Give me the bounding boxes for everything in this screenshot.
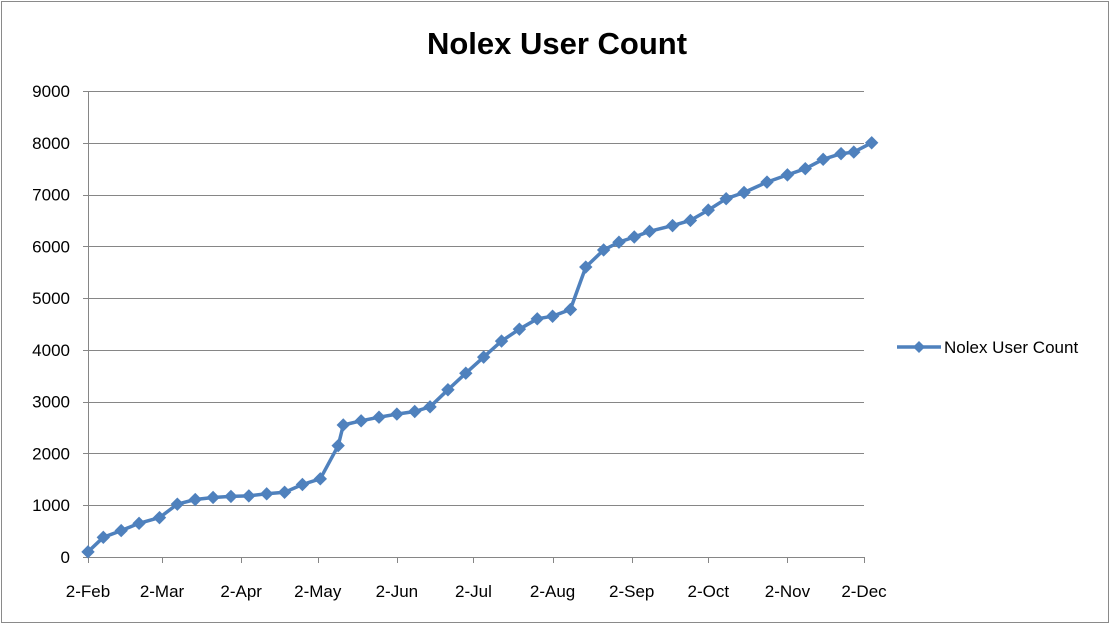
data-point-marker — [642, 224, 657, 239]
y-tick-label: 2000 — [32, 444, 70, 463]
data-point-marker — [81, 545, 95, 559]
x-tick-label: 2-Jun — [376, 582, 419, 601]
chart-title: Nolex User Count — [427, 26, 687, 61]
data-point-marker — [96, 530, 111, 545]
data-point-marker — [563, 302, 578, 317]
x-tick-label: 2-Mar — [140, 582, 185, 601]
data-point-marker — [354, 414, 368, 428]
data-point-marker — [295, 477, 310, 492]
legend: Nolex User Count — [897, 338, 1078, 357]
data-point-marker — [152, 510, 167, 525]
data-point-marker — [847, 145, 861, 159]
x-tick-label: 2-May — [294, 582, 342, 601]
data-point-marker — [545, 309, 560, 323]
x-tick-label: 2-Aug — [530, 582, 575, 601]
data-point-marker — [459, 366, 473, 380]
data-point-marker — [665, 218, 680, 233]
x-tick-label: 2-Dec — [841, 582, 887, 601]
axes: 0 1000 2000 3000 4000 5000 6000 7000 8000 9000 2-F… — [32, 82, 887, 601]
data-point-marker — [683, 213, 698, 228]
data-point-marker — [737, 185, 751, 200]
y-tick-label: 3000 — [32, 393, 70, 412]
data-point-marker — [530, 312, 544, 326]
data-point-marker — [798, 161, 812, 176]
x-tick-label: 2-Oct — [688, 582, 730, 601]
data-point-marker — [441, 383, 455, 397]
data-point-marker — [336, 418, 350, 432]
data-point-marker — [132, 516, 146, 531]
y-tick-label: 5000 — [32, 289, 70, 308]
data-point-marker — [390, 407, 404, 421]
data-point-marker — [780, 168, 795, 182]
data-point-marker — [277, 485, 292, 499]
data-point-marker — [627, 230, 641, 244]
data-point-marker — [313, 472, 327, 486]
y-tick-label: 9000 — [32, 82, 70, 101]
data-point-marker — [188, 492, 202, 507]
x-tick-label: 2-Feb — [66, 582, 110, 601]
y-tick-label: 1000 — [32, 496, 70, 515]
data-point-marker — [206, 490, 220, 505]
data-point-marker — [114, 523, 128, 538]
data-point-marker — [719, 191, 733, 206]
x-tick-label: 2-Apr — [220, 582, 262, 601]
data-point-marker — [224, 489, 238, 504]
x-tick-label: 2-Sep — [609, 582, 654, 601]
data-point-marker — [596, 243, 611, 257]
gridlines — [88, 91, 864, 506]
legend-label: Nolex User Count — [944, 338, 1078, 357]
series-line — [86, 141, 873, 554]
data-point-marker — [864, 136, 879, 150]
data-point-marker — [170, 497, 185, 511]
data-point-marker — [816, 152, 830, 167]
data-point-marker — [476, 350, 491, 364]
y-tick-label: 4000 — [32, 341, 70, 360]
legend-diamond-marker — [913, 341, 925, 353]
y-tick-label: 8000 — [32, 134, 70, 153]
data-point-marker — [372, 410, 386, 424]
data-point-marker — [760, 175, 774, 189]
data-point-marker — [512, 322, 527, 336]
data-point-marker — [834, 146, 848, 161]
data-point-marker — [612, 235, 626, 249]
data-point-marker — [242, 489, 256, 503]
x-tick-label: 2-Nov — [765, 582, 811, 601]
data-point-marker — [701, 203, 715, 217]
y-tick-label: 6000 — [32, 237, 70, 256]
x-tick-label: 2-Jul — [455, 582, 492, 601]
y-tick-label: 0 — [61, 548, 70, 567]
data-point-marker — [331, 438, 345, 453]
y-tick-label: 7000 — [32, 186, 70, 205]
data-point-marker — [494, 334, 509, 348]
data-point-marker — [408, 404, 422, 419]
data-point-marker — [423, 400, 437, 414]
series-nolex-user-count — [81, 136, 879, 559]
data-point-marker — [579, 260, 593, 274]
data-point-marker — [259, 487, 274, 501]
